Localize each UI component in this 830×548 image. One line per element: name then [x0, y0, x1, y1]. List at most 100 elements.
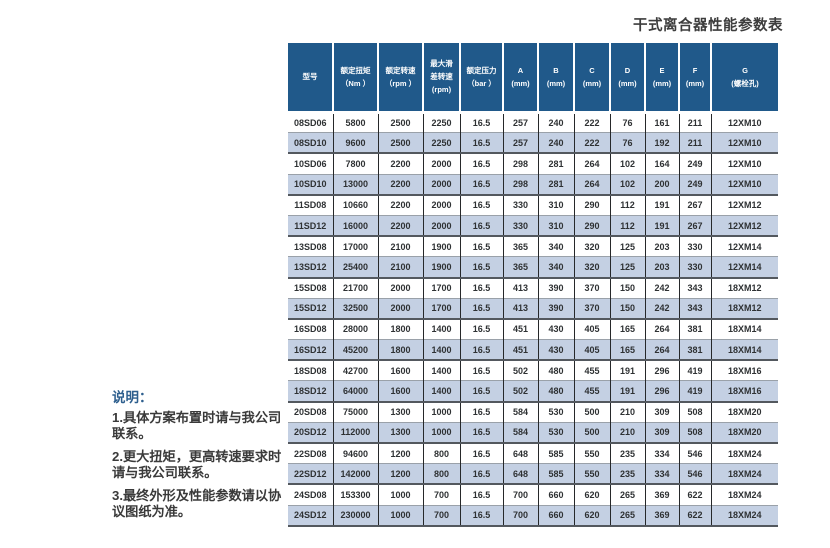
- table-cell: 1300: [378, 401, 424, 423]
- table-cell: 257: [503, 132, 539, 154]
- table-row: 10SD10 13000 2200 2000 16.5 298 281 264 102 200 24…: [288, 174, 778, 195]
- table-cell: 191: [645, 215, 680, 237]
- table-cell: 1700: [423, 277, 461, 299]
- table-cell: 125: [610, 236, 646, 257]
- table-cell: 16.5: [460, 174, 504, 195]
- table-cell: 12XM10: [727, 137, 762, 148]
- table-cell: 502: [503, 380, 539, 402]
- table-cell: 192: [645, 132, 680, 154]
- header-cell: 最大滑 差转速 (rpm): [423, 43, 461, 114]
- header-cell-line: (mm): [618, 78, 637, 88]
- table-cell: 451: [503, 339, 539, 361]
- table-cell: 18XM24: [727, 468, 762, 479]
- table-cell: 508: [679, 422, 712, 443]
- table-row: 24SD08 153300 1000 700 16.5 700 660 620 265 369 62…: [288, 484, 778, 506]
- table-cell: 16SD08: [288, 318, 334, 340]
- table-cell: 18SD12: [288, 380, 334, 402]
- table-row: 10SD06 7800 2200 2000 16.5 298 281 264 102 164 249…: [288, 153, 778, 175]
- table-row: 16SD12 45200 1800 1400 16.5 451 430 405 165 264 38…: [288, 339, 778, 361]
- header-cell: 额定压力 （bar ）: [460, 43, 504, 114]
- spec-table-head: 型号 额定扭矩 （Nm ） 额定转速 （rpm ） 最大滑 差转速 (rpm) 额定压力 （bar…: [288, 43, 778, 114]
- table-cell: 2500: [378, 112, 424, 133]
- notes-item-1: 1.具体方案布置时请与我公司联系。: [112, 410, 282, 442]
- table-cell: 249: [679, 174, 712, 195]
- table-cell: 298: [503, 153, 539, 175]
- table-cell: 08SD06: [288, 112, 334, 133]
- table-cell: 585: [538, 463, 575, 485]
- header-cell: D (mm): [610, 43, 646, 114]
- table-cell: 502: [503, 360, 539, 381]
- table-cell: 2250: [423, 112, 461, 133]
- table-row: 15SD12 32500 2000 1700 16.5 413 390 370 150 242 34…: [288, 298, 778, 319]
- table-cell: 16.5: [460, 256, 504, 278]
- table-cell: 222: [574, 132, 611, 154]
- table-cell: 11SD12: [288, 215, 334, 237]
- table-row: 13SD12 25400 2100 1900 16.5 365 340 320 125 203 33…: [288, 256, 778, 278]
- table-cell: 16.5: [460, 318, 504, 340]
- table-cell: 1800: [378, 339, 424, 361]
- notes-item-3: 3.最终外形及性能参数请以协议图纸为准。: [112, 488, 282, 520]
- table-cell: 290: [574, 194, 611, 216]
- table-cell: 242: [645, 277, 680, 299]
- table-cell: 660: [538, 484, 575, 506]
- page-title: 干式离合器性能参数表: [633, 18, 783, 34]
- table-cell: 10SD10: [288, 174, 334, 195]
- table-cell: 1400: [423, 318, 461, 340]
- header-cell-line: G: [742, 65, 748, 75]
- table-cell: 330: [503, 215, 539, 237]
- table-cell: 648: [503, 443, 539, 464]
- table-cell: 584: [503, 401, 539, 423]
- table-row: 24SD12 230000 1000 700 16.5 700 660 620 265 369 62…: [288, 505, 778, 526]
- table-cell: 620: [574, 484, 611, 506]
- table-cell: 210: [610, 401, 646, 423]
- table-cell: 2000: [423, 153, 461, 175]
- table-cell: 165: [610, 339, 646, 361]
- header-cell: B (mm): [538, 43, 575, 114]
- table-cell: 12XM10: [727, 179, 762, 190]
- spec-table: 型号 额定扭矩 （Nm ） 额定转速 （rpm ） 最大滑 差转速 (rpm) 额定压力 （bar…: [288, 43, 778, 527]
- table-cell: 343: [679, 277, 712, 299]
- table-cell: 369: [645, 484, 680, 506]
- table-cell: 15SD08: [288, 277, 334, 299]
- table-cell: 370: [574, 277, 611, 299]
- table-cell: 203: [645, 256, 680, 278]
- table-cell: 76: [610, 112, 646, 133]
- table-cell: 191: [645, 194, 680, 216]
- table-cell: 309: [645, 401, 680, 423]
- table-cell: 12XM14: [727, 241, 762, 252]
- table-cell: 112000: [333, 422, 379, 443]
- table-row: 20SD12 112000 1300 1000 16.5 584 530 500 210 309 5…: [288, 422, 778, 443]
- table-cell: 7800: [333, 153, 379, 175]
- table-cell: 200: [645, 174, 680, 195]
- table-cell: 2500: [378, 132, 424, 154]
- table-cell: 16.5: [460, 298, 504, 319]
- table-cell: 16000: [333, 215, 379, 237]
- table-cell: 18XM24: [727, 510, 762, 521]
- header-cell-line: 额定压力: [466, 65, 497, 75]
- table-cell: 18XM16: [727, 386, 762, 397]
- table-cell: 222: [574, 112, 611, 133]
- table-cell: 16.5: [460, 443, 504, 464]
- table-cell: 267: [679, 215, 712, 237]
- table-cell: 480: [538, 380, 575, 402]
- table-cell: 75000: [333, 401, 379, 423]
- table-cell: 16.5: [460, 236, 504, 257]
- header-cell-line: (mm): [546, 78, 566, 88]
- table-cell: 700: [423, 505, 461, 526]
- table-cell: 390: [538, 277, 575, 299]
- table-cell: 546: [679, 463, 712, 485]
- table-cell: 13SD08: [288, 236, 334, 257]
- header-cell-line: 最大滑: [430, 59, 453, 69]
- table-cell: 500: [574, 401, 611, 423]
- table-cell: 648: [503, 463, 539, 485]
- table-cell: 1200: [378, 463, 424, 485]
- table-cell: 381: [679, 318, 712, 340]
- table-cell: 622: [679, 505, 712, 526]
- table-cell: 550: [574, 443, 611, 464]
- table-cell: 405: [574, 339, 611, 361]
- table-cell: 257: [503, 112, 539, 133]
- table-cell: 16.5: [460, 401, 504, 423]
- table-cell: 340: [538, 236, 575, 257]
- header-cell-line: （rpm ）: [384, 78, 417, 88]
- notes-item-2: 2.更大扭矩，更高转速要求时请与我公司联系。: [112, 449, 282, 481]
